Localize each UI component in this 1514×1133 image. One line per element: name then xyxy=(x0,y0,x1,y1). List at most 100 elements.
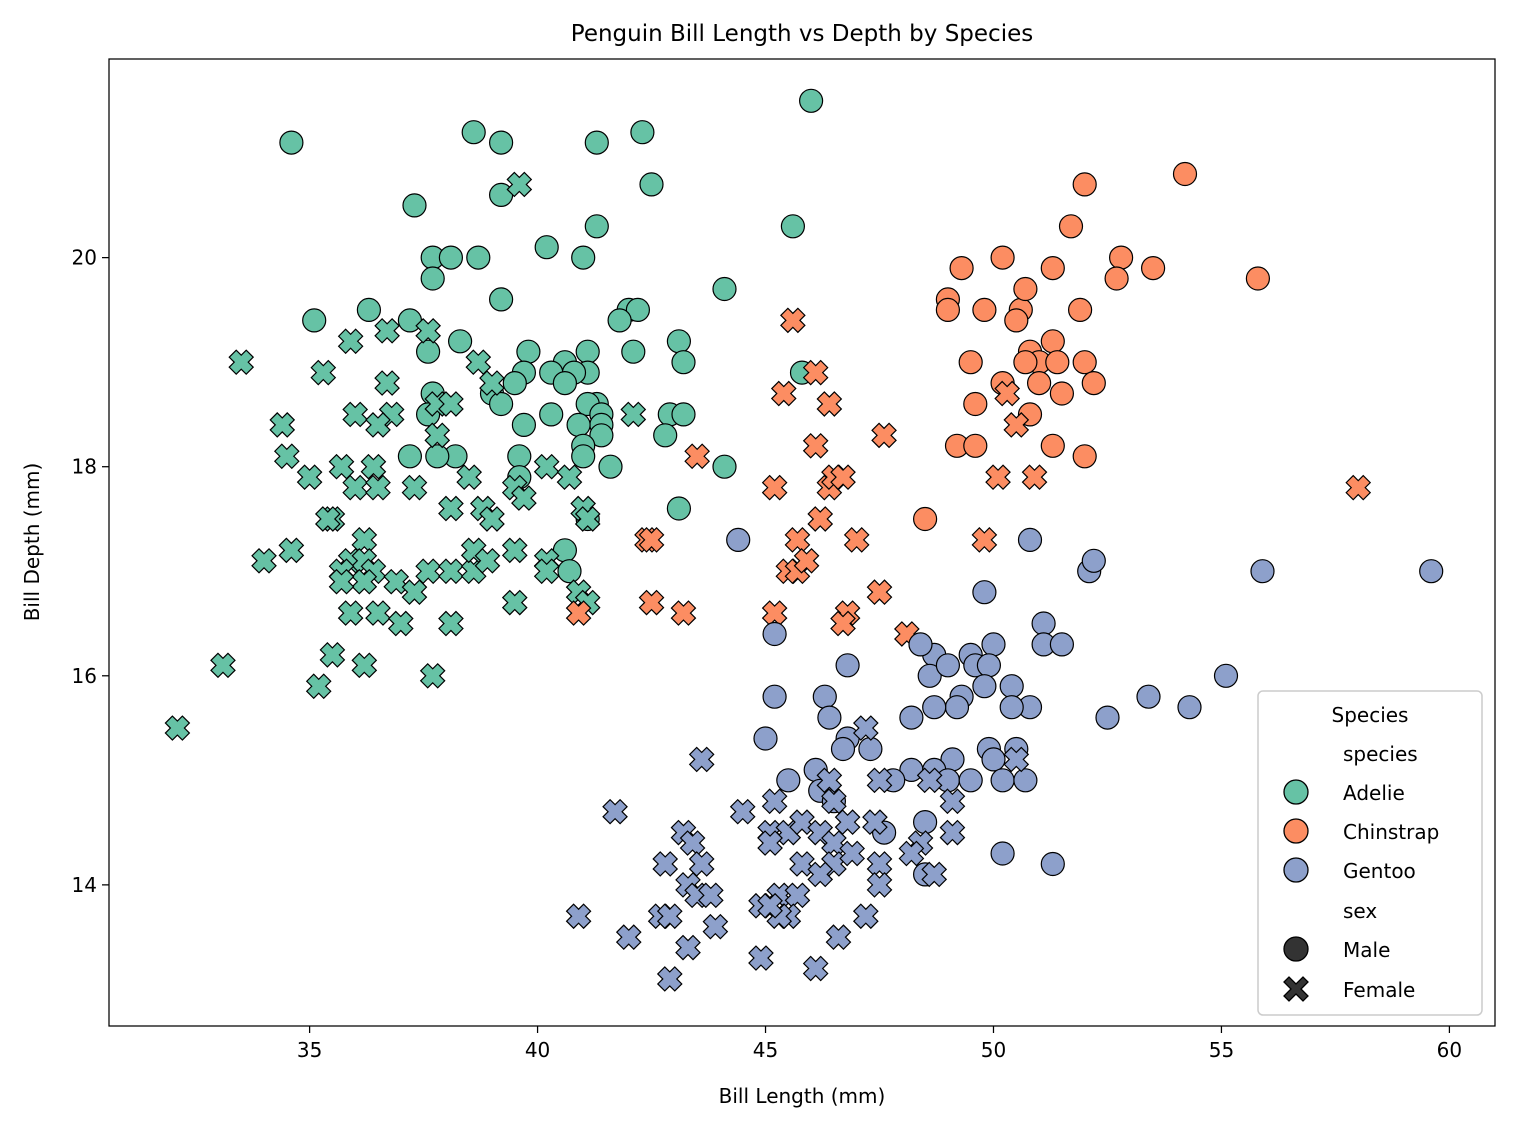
data-point-gentoo-female-4 xyxy=(916,767,943,794)
data-point-adelie-female-55 xyxy=(337,600,364,626)
data-point-adelie-male-9 xyxy=(584,214,609,239)
data-point-adelie-female-5 xyxy=(415,317,441,344)
data-point-chinstrap-female-1 xyxy=(802,359,829,386)
x-axis-ticks: 35 40 45 50 55 60 xyxy=(297,1026,1462,1062)
data-point-gentoo-male-3 xyxy=(1081,548,1106,573)
legend-label-gentoo: Gentoo xyxy=(1343,859,1416,883)
data-point-adelie-male-8 xyxy=(402,193,427,218)
y-axis-ticks: 14 16 18 20 xyxy=(72,246,109,897)
data-point-chinstrap-female-18 xyxy=(638,527,665,553)
legend-marker-gentoo xyxy=(1283,857,1309,883)
plot-frame xyxy=(108,58,1496,1027)
data-point-adelie-female-58 xyxy=(501,589,528,616)
data-point-chinstrap-male-22 xyxy=(1072,350,1097,375)
data-point-gentoo-male-23 xyxy=(1213,663,1239,688)
data-point-adelie-male-30 xyxy=(575,339,600,364)
legend-label-female: Female xyxy=(1343,978,1415,1002)
data-point-gentoo-female-16 xyxy=(862,809,888,835)
y-axis-label: Bill Depth (mm) xyxy=(20,463,44,622)
data-point-gentoo-female-29 xyxy=(921,861,948,888)
data-point-adelie-male-2 xyxy=(489,130,514,155)
data-point-chinstrap-male-6 xyxy=(1040,256,1065,281)
data-point-gentoo-male-22 xyxy=(999,674,1024,699)
data-point-adelie-male-23 xyxy=(625,297,651,322)
data-point-gentoo-female-6 xyxy=(761,788,788,815)
data-point-chinstrap-male-20 xyxy=(1013,350,1038,375)
data-point-adelie-female-63 xyxy=(319,642,346,668)
data-point-adelie-female-65 xyxy=(419,662,446,689)
data-point-adelie-male-19 xyxy=(302,308,327,333)
data-point-adelie-male-59 xyxy=(571,444,596,469)
x-tick-label-60: 60 xyxy=(1437,1038,1462,1062)
data-point-adelie-female-62 xyxy=(210,652,236,679)
data-point-adelie-female-57 xyxy=(387,610,414,637)
data-point-gentoo-female-1 xyxy=(852,715,879,741)
legend-frame xyxy=(1257,690,1483,1016)
data-point-gentoo-female-46 xyxy=(757,892,783,919)
data-point-adelie-male-20 xyxy=(356,297,381,322)
data-point-gentoo-male-14 xyxy=(976,653,1002,678)
data-point-gentoo-male-21 xyxy=(972,674,997,699)
data-point-adelie-male-4 xyxy=(630,120,655,145)
data-point-gentoo-male-26 xyxy=(1095,705,1120,730)
data-point-adelie-male-64 xyxy=(666,496,692,521)
data-point-gentoo-female-15 xyxy=(834,809,861,835)
data-point-adelie-female-49 xyxy=(501,537,528,564)
data-point-adelie-male-38 xyxy=(552,371,578,396)
data-point-adelie-female-4 xyxy=(374,317,400,344)
data-point-gentoo-female-44 xyxy=(702,913,729,940)
data-point-gentoo-female-0 xyxy=(688,746,715,773)
data-point-chinstrap-male-13 xyxy=(1013,276,1038,302)
data-point-adelie-male-12 xyxy=(571,245,596,270)
data-point-gentoo-female-42 xyxy=(656,903,683,930)
data-point-adelie-female-18 xyxy=(328,453,355,480)
data-point-adelie-male-16 xyxy=(420,266,445,291)
data-point-gentoo-male-48 xyxy=(935,768,961,793)
data-point-gentoo-female-33 xyxy=(839,840,865,867)
legend-hue-header: species xyxy=(1343,742,1418,766)
data-point-chinstrap-female-13 xyxy=(985,464,1011,491)
data-point-gentoo-male-38 xyxy=(858,736,883,762)
x-tick-label-45: 45 xyxy=(753,1038,778,1062)
data-point-adelie-male-5 xyxy=(798,88,824,113)
data-point-adelie-male-39 xyxy=(502,371,527,396)
data-point-chinstrap-female-21 xyxy=(971,527,998,553)
data-point-chinstrap-male-5 xyxy=(949,256,974,281)
data-point-adelie-male-17 xyxy=(712,276,737,302)
data-point-adelie-male-51 xyxy=(511,412,537,437)
data-point-gentoo-female-23 xyxy=(652,851,679,877)
data-point-adelie-female-1 xyxy=(228,349,255,376)
data-point-gentoo-male-57 xyxy=(990,841,1015,866)
data-point-chinstrap-female-6 xyxy=(1003,412,1030,438)
data-point-adelie-female-46 xyxy=(474,547,501,574)
data-point-gentoo-male-25 xyxy=(1177,695,1202,720)
data-point-chinstrap-male-27 xyxy=(1049,381,1075,406)
legend-style-header: sex xyxy=(1343,899,1377,923)
data-point-adelie-female-27 xyxy=(456,464,483,491)
data-point-gentoo-female-17 xyxy=(939,819,966,846)
data-point-adelie-male-58 xyxy=(507,444,532,469)
data-point-gentoo-female-28 xyxy=(898,840,925,867)
data-point-gentoo-female-31 xyxy=(866,872,893,898)
data-point-chinstrap-male-34 xyxy=(912,506,938,532)
data-point-adelie-female-59 xyxy=(438,610,464,637)
data-point-adelie-male-53 xyxy=(653,423,678,448)
data-point-adelie-female-50 xyxy=(574,506,601,532)
data-point-chinstrap-male-33 xyxy=(1072,444,1097,469)
data-point-adelie-female-9 xyxy=(438,391,464,417)
legend-label-male: Male xyxy=(1343,938,1390,962)
data-point-gentoo-male-29 xyxy=(944,695,970,720)
data-point-gentoo-male-6 xyxy=(972,580,997,605)
data-point-gentoo-male-9 xyxy=(1049,632,1075,657)
legend[interactable]: Species species Adelie Chinstrap Gentoo … xyxy=(1257,690,1483,1016)
data-point-adelie-female-30 xyxy=(556,464,583,491)
data-point-gentoo-male-15 xyxy=(762,621,787,647)
data-point-adelie-male-1 xyxy=(461,120,486,145)
data-point-chinstrap-male-26 xyxy=(1081,371,1106,396)
data-point-adelie-male-31 xyxy=(671,350,696,375)
data-point-adelie-female-16 xyxy=(479,370,505,396)
data-point-chinstrap-male-9 xyxy=(1104,266,1129,291)
data-point-chinstrap-male-31 xyxy=(963,433,988,458)
data-point-chinstrap-male-23 xyxy=(958,350,983,375)
